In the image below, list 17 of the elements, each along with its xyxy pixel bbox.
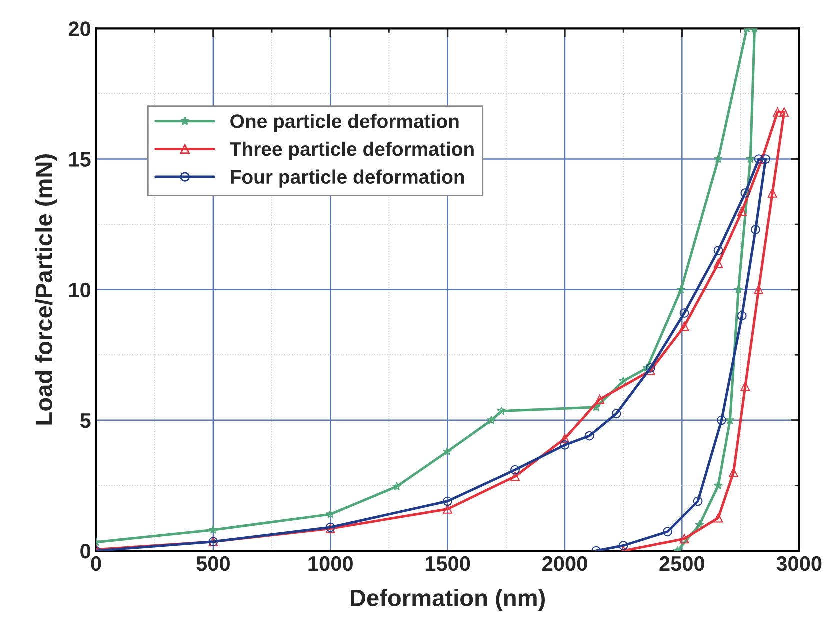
x-tick-label: 500 xyxy=(196,556,230,572)
x-tick-label: 1000 xyxy=(308,556,353,572)
x-tick-label: 1500 xyxy=(426,556,470,572)
y-tick-label: 10 xyxy=(70,282,91,298)
legend-label: Three particle deformation xyxy=(230,142,474,160)
legend-label: One particle deformation xyxy=(230,114,459,132)
y-tick-label: 20 xyxy=(68,22,91,36)
x-tick-label: 3000 xyxy=(776,556,822,572)
x-axis-title: Deformation (nm) xyxy=(351,589,545,612)
x-tick-label: 2000 xyxy=(542,556,588,572)
x-tick-label: 2500 xyxy=(660,556,704,572)
y-tick-label: 0 xyxy=(80,544,91,559)
y-tick-label: 5 xyxy=(80,414,91,428)
y-tick-label: 15 xyxy=(70,152,91,168)
x-tick-label: 0 xyxy=(91,556,102,572)
y-axis-title: Load force/Particle (mN) xyxy=(35,154,58,425)
legend-label: Four particle deformation xyxy=(231,170,464,188)
